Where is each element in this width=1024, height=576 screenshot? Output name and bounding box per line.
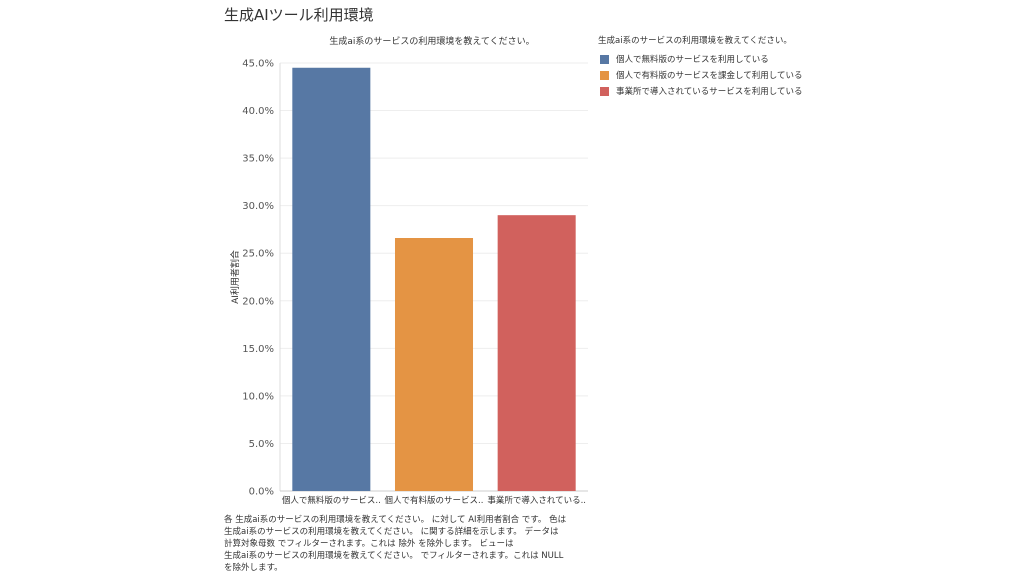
y-tick-label: 25.0% (242, 249, 274, 260)
x-tick-label: 事業所で導入されている.. (487, 495, 586, 506)
chart-title: 生成ai系のサービスの利用環境を教えてください。 (329, 37, 535, 47)
legend: 生成ai系のサービスの利用環境を教えてください。 個人で無料版のサービスを利用し… (598, 34, 803, 99)
legend-item-business[interactable]: 事業所で導入されているサービスを利用している (598, 83, 803, 99)
y-tick-label: 30.0% (242, 201, 274, 212)
y-tick-label: 20.0% (242, 296, 274, 307)
y-tick-label: 45.0% (242, 59, 274, 70)
legend-title: 生成ai系のサービスの利用環境を教えてください。 (598, 36, 792, 46)
y-tick-label: 10.0% (242, 391, 274, 402)
y-tick-label: 40.0% (242, 106, 274, 117)
bar (394, 238, 474, 491)
bar (497, 215, 576, 491)
legend-item-paid[interactable]: 個人で有料版のサービスを課金して利用している (598, 67, 803, 83)
y-tick-label: 5.0% (249, 439, 274, 450)
y-tick-label: 0.0% (249, 487, 274, 498)
x-tick-label: 個人で無料版のサービス.. (282, 495, 381, 506)
y-tick-label: 15.0% (242, 344, 274, 355)
y-tick-label: 35.0% (242, 154, 274, 165)
legend-label: 個人で有料版のサービスを課金して利用している (616, 71, 803, 81)
legend-swatch (600, 86, 609, 96)
y-axis-label: AI利用者割合 (229, 250, 241, 304)
legend-item-free[interactable]: 個人で無料版のサービスを利用している (598, 51, 803, 67)
legend-label: 事業所で導入されているサービスを利用している (616, 87, 803, 97)
page-title: 生成AIツール利用環境 (224, 6, 374, 24)
legend-swatch (600, 70, 609, 80)
chart-footnote: 各 生成ai系のサービスの利用環境を教えてください。 に対して AI利用者割合 … (224, 515, 567, 573)
bar (292, 67, 371, 491)
legend-swatch (600, 54, 609, 64)
x-tick-label: 個人で有料版のサービス.. (385, 495, 484, 506)
legend-label: 個人で無料版のサービスを利用している (616, 55, 769, 65)
